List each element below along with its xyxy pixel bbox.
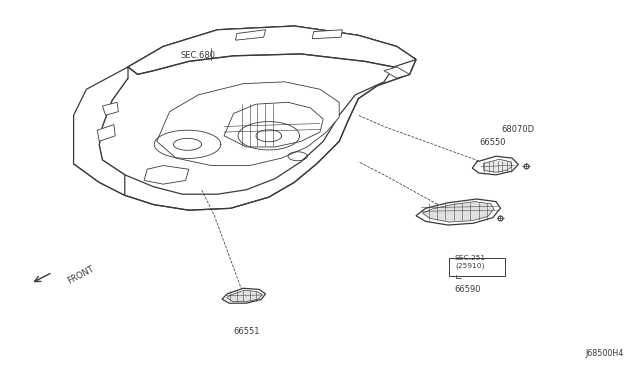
- Polygon shape: [224, 102, 323, 147]
- Polygon shape: [384, 67, 410, 78]
- Text: J68500H4: J68500H4: [586, 349, 624, 358]
- Polygon shape: [74, 67, 128, 195]
- Polygon shape: [312, 30, 342, 39]
- Text: 66590: 66590: [454, 285, 481, 294]
- Polygon shape: [222, 288, 266, 303]
- Polygon shape: [128, 26, 416, 74]
- Polygon shape: [422, 202, 494, 222]
- Polygon shape: [74, 26, 416, 210]
- Polygon shape: [157, 82, 339, 166]
- Polygon shape: [102, 102, 118, 115]
- Polygon shape: [97, 125, 115, 141]
- Text: 68070D: 68070D: [502, 125, 535, 134]
- Polygon shape: [227, 290, 262, 302]
- FancyBboxPatch shape: [449, 258, 505, 276]
- Polygon shape: [236, 30, 266, 40]
- Text: FRONT: FRONT: [66, 264, 95, 286]
- Polygon shape: [144, 166, 189, 184]
- Polygon shape: [416, 199, 500, 225]
- Text: 66550: 66550: [479, 138, 506, 147]
- Polygon shape: [472, 156, 518, 175]
- Text: SEC.251
(25910): SEC.251 (25910): [455, 255, 486, 269]
- Polygon shape: [483, 159, 512, 172]
- Text: 66551: 66551: [233, 327, 260, 336]
- Text: SEC.680: SEC.680: [181, 51, 216, 60]
